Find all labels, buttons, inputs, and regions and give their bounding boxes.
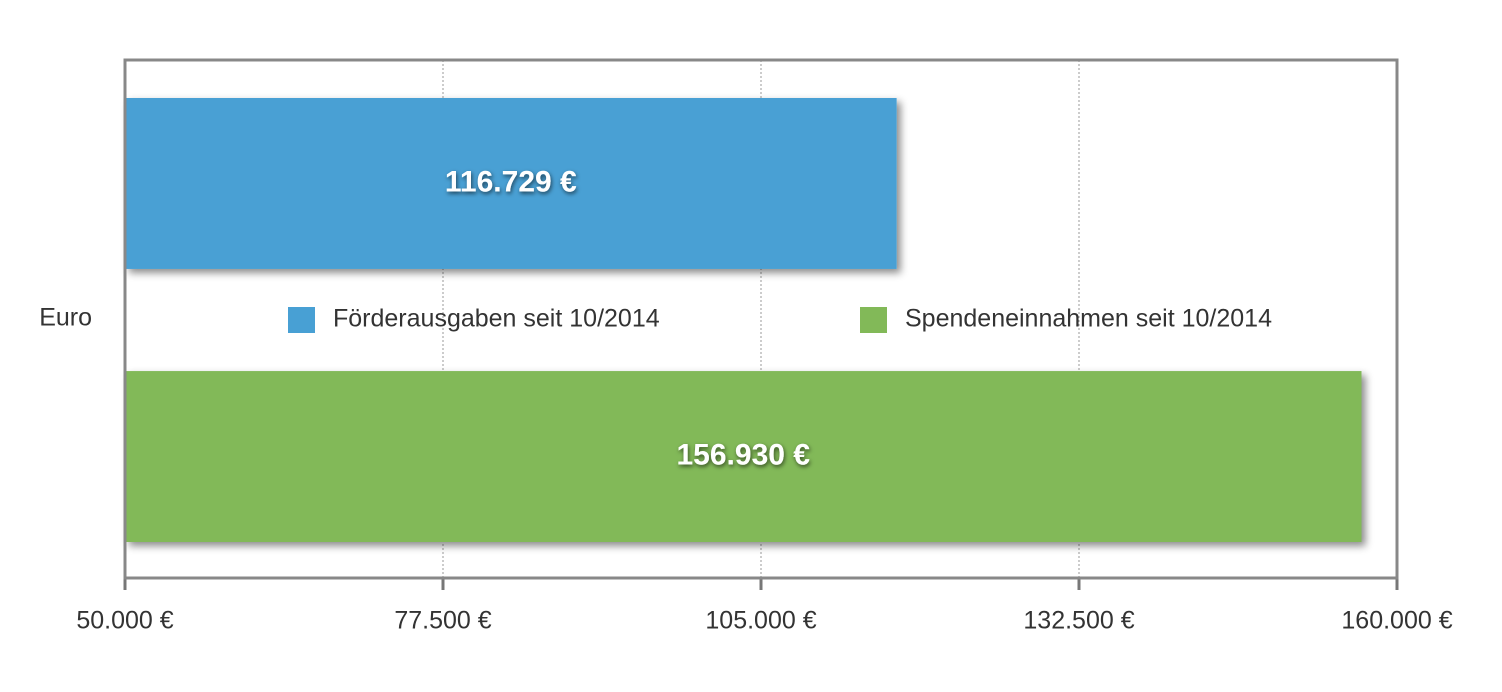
legend-label: Spendeneinnahmen seit 10/2014: [905, 305, 1272, 333]
legend-swatch: [860, 307, 887, 333]
bar: [125, 98, 897, 269]
x-tick-label: 132.500 €: [1023, 607, 1134, 635]
bar: [125, 371, 1362, 542]
value-label: 156.930 €: [677, 438, 811, 471]
value-label: 116.729 €: [445, 165, 577, 198]
x-tick-label: 160.000 €: [1341, 607, 1452, 635]
legend-label: Förderausgaben seit 10/2014: [333, 305, 660, 333]
x-tick-label: 105.000 €: [705, 607, 816, 635]
legend-swatch: [288, 307, 315, 333]
y-tick-label: Euro: [39, 304, 92, 332]
x-tick-label: 77.500 €: [394, 607, 491, 635]
plot-frame: [123, 58, 1399, 580]
x-tick-label: 50.000 €: [76, 607, 173, 635]
